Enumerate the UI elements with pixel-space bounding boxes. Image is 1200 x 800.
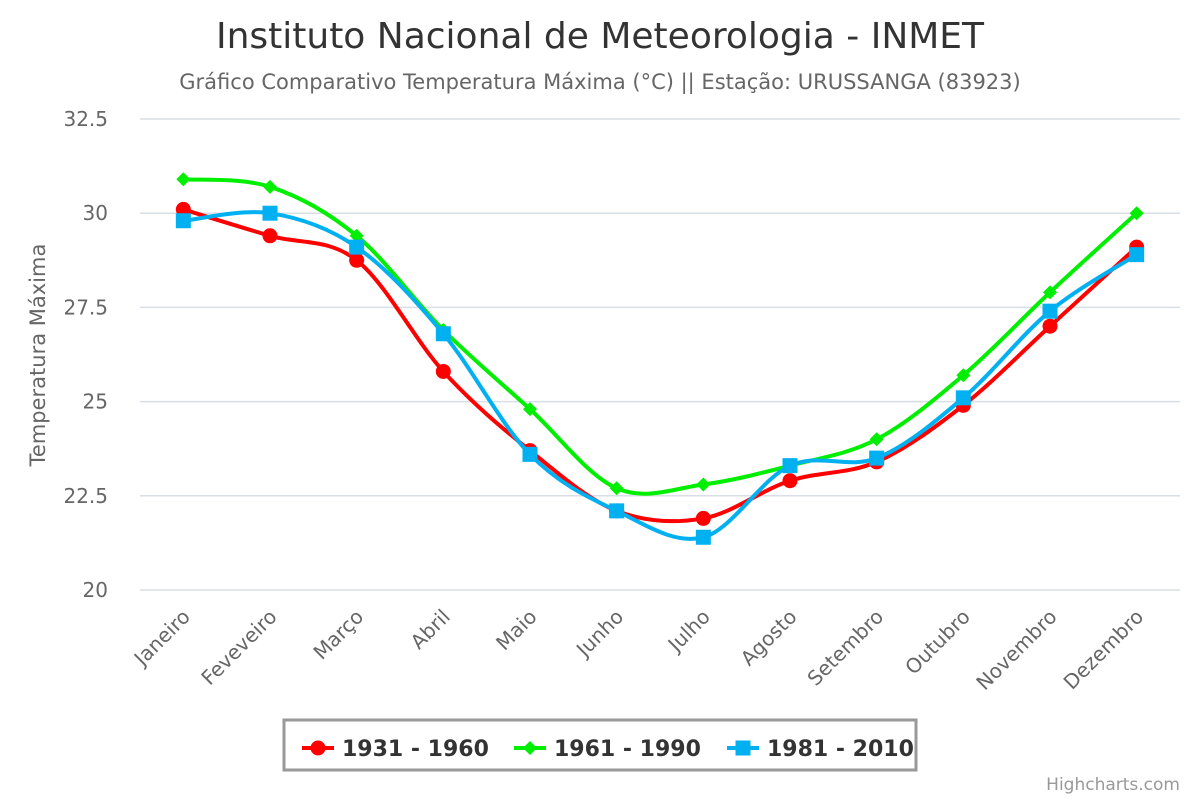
data-point[interactable] <box>1042 303 1058 319</box>
y-axis-title: Temperatura Máxima <box>26 244 50 468</box>
data-point[interactable] <box>609 503 625 519</box>
y-tick-label: 32.5 <box>63 107 108 131</box>
credits-link[interactable]: Highcharts.com <box>1046 775 1180 795</box>
data-point[interactable] <box>1129 206 1144 221</box>
y-tick-label: 30 <box>83 201 108 225</box>
data-point[interactable] <box>435 363 451 379</box>
x-tick-label: Julho <box>662 605 715 658</box>
x-tick-label: Janeiro <box>128 605 195 672</box>
data-point[interactable] <box>956 368 971 383</box>
data-point[interactable] <box>349 228 364 243</box>
y-tick-label: 20 <box>83 578 108 602</box>
series-2 <box>176 172 1144 496</box>
legend-label: 1931 - 1960 <box>342 737 489 762</box>
legend-box <box>282 718 918 772</box>
data-point[interactable] <box>869 450 885 466</box>
data-point[interactable] <box>1129 247 1145 263</box>
data-point[interactable] <box>782 473 798 489</box>
grid-lines <box>140 118 1180 591</box>
data-point[interactable] <box>349 239 365 255</box>
data-point[interactable] <box>955 390 971 406</box>
data-point[interactable] <box>523 402 537 417</box>
data-point[interactable] <box>175 201 191 217</box>
x-axis-ticks: Janeiro Feveveiro Março Abril Maio Junho Julho… <box>128 605 1148 695</box>
legend-label: 1961 - 1990 <box>554 737 701 762</box>
legend-symbol[interactable] <box>310 740 326 756</box>
x-tick-label: Dezembro <box>1059 605 1149 695</box>
x-tick-label: Março <box>308 605 368 665</box>
x-tick-label: Novembro <box>971 605 1061 695</box>
y-tick-label: 25 <box>83 390 108 414</box>
legend-label: 1981 - 2010 <box>767 737 914 762</box>
chart-subtitle: Gráfico Comparativo Temperatura Máxima (… <box>179 70 1020 95</box>
data-point[interactable] <box>869 432 884 447</box>
series-group <box>175 172 1145 545</box>
data-point[interactable] <box>262 228 278 244</box>
data-point[interactable] <box>695 510 711 526</box>
series-line[interactable] <box>181 210 1139 541</box>
chart-title: Instituto Nacional de Meteorologia - INM… <box>216 16 985 57</box>
series-line[interactable] <box>181 177 1139 496</box>
legend-symbol[interactable] <box>735 740 751 756</box>
data-point[interactable] <box>349 252 365 268</box>
data-point[interactable] <box>696 477 711 492</box>
x-tick-label: Outubro <box>900 605 975 680</box>
legend-symbol[interactable] <box>523 741 537 755</box>
legend: 1931 - 1960 1961 - 1990 1981 - 2010 <box>282 718 918 772</box>
y-axis-ticks: 20 22.5 25 27.5 30 32.5 <box>63 107 108 602</box>
series-3 <box>175 205 1145 545</box>
legend-item[interactable]: 1981 - 2010 <box>727 737 914 762</box>
data-point[interactable] <box>1042 318 1058 334</box>
data-point[interactable] <box>262 205 278 221</box>
y-tick-label: 22.5 <box>63 484 108 508</box>
x-tick-label: Agosto <box>736 605 802 671</box>
legend-item[interactable]: 1961 - 1990 <box>514 737 701 762</box>
x-tick-label: Maio <box>491 605 541 655</box>
data-point[interactable] <box>263 179 277 194</box>
x-tick-label: Abril <box>406 605 455 654</box>
data-point[interactable] <box>695 529 711 545</box>
y-tick-label: 27.5 <box>63 295 108 319</box>
legend-item[interactable]: 1931 - 1960 <box>302 737 489 762</box>
data-point[interactable] <box>175 213 191 229</box>
x-tick-label: Feveveiro <box>196 605 281 690</box>
data-point[interactable] <box>782 458 798 474</box>
x-tick-label: Setembro <box>802 605 888 691</box>
data-point[interactable] <box>522 446 538 462</box>
data-point[interactable] <box>176 172 191 187</box>
data-point[interactable] <box>435 326 451 342</box>
x-tick-label: Junho <box>570 605 628 663</box>
data-point[interactable] <box>609 481 624 496</box>
data-point[interactable] <box>1043 285 1057 300</box>
